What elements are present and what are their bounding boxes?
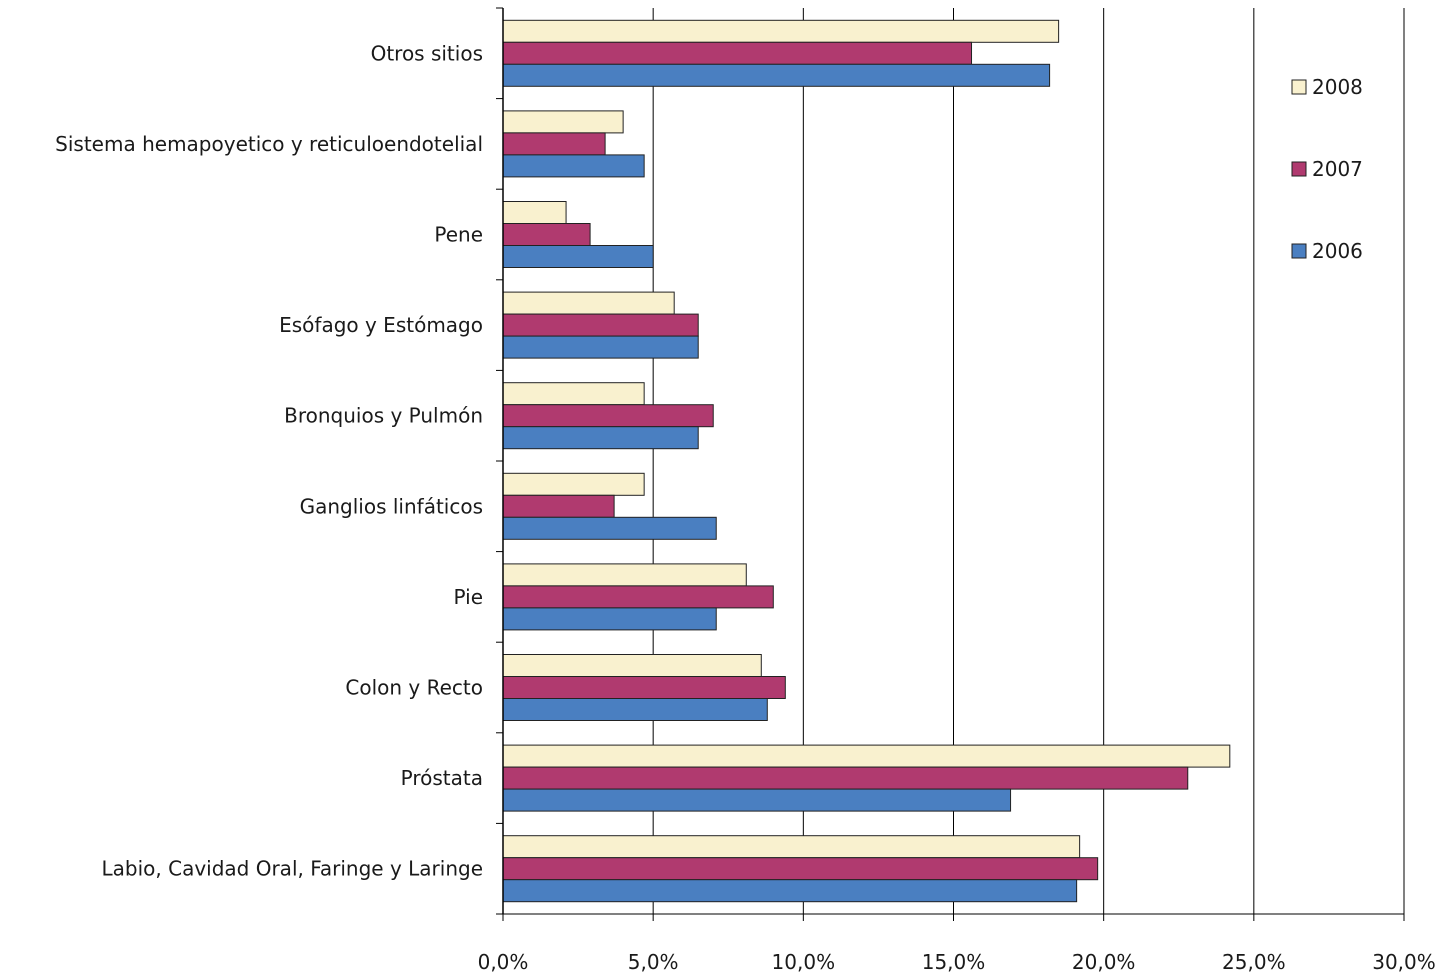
x-tick-label: 20,0%: [1072, 950, 1136, 972]
bar-2008: [502, 19, 1060, 43]
category-label: Próstata: [401, 766, 483, 790]
bar-2006: [502, 154, 645, 178]
category-label: Labio, Cavidad Oral, Faringe y Laringe: [102, 857, 484, 881]
bar-2006: [502, 335, 699, 359]
category-label: Pie: [454, 585, 483, 609]
category-labels: Otros sitios Sistema hemapoyetico y retic…: [55, 41, 483, 880]
category-label: Sistema hemapoyetico y reticuloendotelia…: [55, 132, 483, 156]
x-tick-label: 15,0%: [922, 950, 986, 972]
bar-2007: [502, 132, 606, 156]
category-label: Otros sitios: [371, 41, 483, 65]
x-tick-label: 5,0%: [628, 950, 679, 972]
bar-2007: [502, 494, 615, 518]
legend: 2008 2007 2006: [1291, 75, 1363, 263]
x-tick-labels: 0,0% 5,0% 10,0% 15,0% 20,0% 25,0% 30,0%: [478, 950, 1436, 972]
bar-2008: [502, 654, 762, 677]
bar-2006: [502, 879, 1078, 903]
bar-2006: [502, 245, 654, 268]
bar-2007: [502, 41, 973, 65]
bar-2008: [502, 835, 1081, 859]
bar-2006: [502, 516, 717, 540]
bar-2007: [502, 676, 786, 699]
bar-2008: [502, 563, 747, 587]
bar-2008: [502, 382, 645, 406]
bar-2006: [502, 607, 717, 631]
bar-2008: [502, 201, 567, 224]
bar-2007: [502, 223, 591, 246]
bar-2007: [502, 766, 1189, 790]
bar-2008: [502, 744, 1231, 768]
category-label: Ganglios linfáticos: [300, 494, 483, 518]
legend-swatch-2007: [1291, 161, 1307, 177]
bar-2006: [502, 63, 1051, 87]
x-tick-label: 0,0%: [478, 950, 529, 972]
bars: [502, 19, 1231, 903]
bar-2007: [502, 585, 774, 609]
x-tick-label: 25,0%: [1222, 950, 1286, 972]
bar-2008: [502, 291, 675, 315]
legend-swatch-2008: [1291, 79, 1307, 95]
legend-label: 2007: [1312, 157, 1363, 181]
bar-2006: [502, 788, 1012, 812]
bar-2007: [502, 857, 1099, 881]
bar-2006: [502, 426, 699, 450]
legend-swatch-2006: [1291, 243, 1307, 259]
axes: [496, 7, 1405, 921]
legend-label: 2006: [1312, 239, 1363, 263]
x-tick-label: 30,0%: [1372, 950, 1436, 972]
category-label: Esófago y Estómago: [279, 313, 483, 337]
category-label: Pene: [434, 223, 483, 247]
bar-2006: [502, 698, 768, 721]
bar-2008: [502, 110, 624, 134]
legend-label: 2008: [1312, 75, 1363, 99]
bar-2007: [502, 313, 699, 337]
bar-2007: [502, 404, 714, 428]
x-tick-label: 10,0%: [772, 950, 836, 972]
bar-2008: [502, 472, 645, 496]
category-label: Bronquios y Pulmón: [284, 404, 483, 428]
category-label: Colon y Recto: [345, 676, 483, 700]
